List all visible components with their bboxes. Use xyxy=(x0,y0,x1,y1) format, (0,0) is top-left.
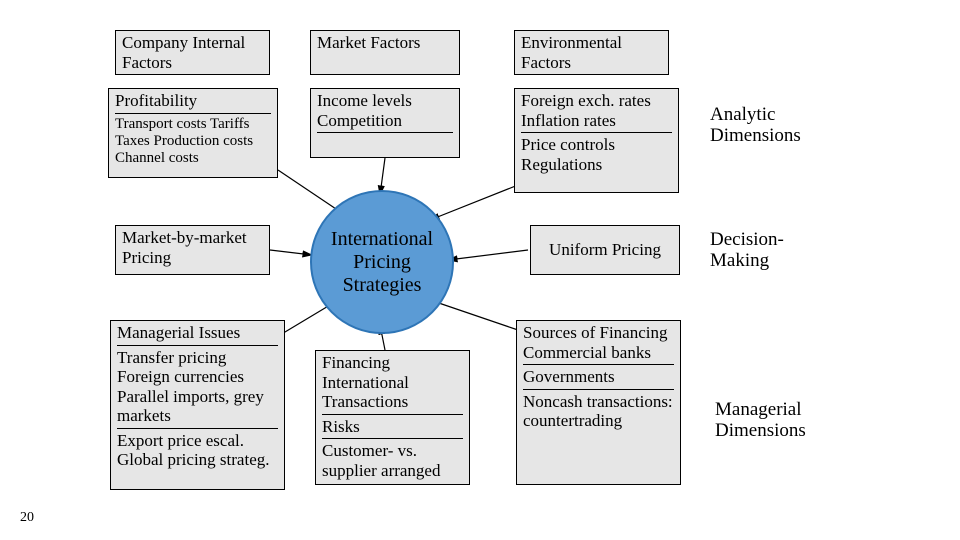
center-node-label: International Pricing Strategies xyxy=(312,228,452,297)
node-managerial-issues: Managerial Issues Transfer pricing Forei… xyxy=(110,320,285,490)
node-title: Market-by-market Pricing xyxy=(122,228,263,267)
node-body: Risks xyxy=(322,417,463,437)
label-analytic-dimensions: Analytic Dimensions xyxy=(710,105,820,147)
node-body: Governments xyxy=(523,367,674,387)
node-income-competition: Income levels Competition xyxy=(310,88,460,158)
node-body: Transport costs Tariffs Taxes Production… xyxy=(115,116,271,168)
node-market-factors: Market Factors xyxy=(310,30,460,75)
node-title: Uniform Pricing xyxy=(549,240,661,260)
node-foreign-exchange: Foreign exch. rates Inflation rates Pric… xyxy=(514,88,679,193)
node-body2: Noncash transactions: countertrading xyxy=(523,392,674,431)
node-body2: Customer- vs. supplier arranged xyxy=(322,441,463,480)
node-title: Income levels Competition xyxy=(317,91,453,130)
node-body: Price controls Regulations xyxy=(521,135,672,174)
node-title: Environmental Factors xyxy=(521,33,662,72)
label-managerial-dimensions: Managerial Dimensions xyxy=(715,400,825,442)
node-body: Transfer pricing Foreign currencies Para… xyxy=(117,348,278,426)
node-title: Financing International Transactions xyxy=(322,353,463,412)
node-title: Company Internal Factors xyxy=(122,33,263,72)
node-title: Market Factors xyxy=(317,33,453,53)
node-title: Managerial Issues xyxy=(117,323,278,343)
page-number: 20 xyxy=(20,510,34,526)
node-market-by-market-pricing: Market-by-market Pricing xyxy=(115,225,270,275)
label-decision-making: Decision- Making xyxy=(710,230,810,272)
node-financing-intl-transactions: Financing International Transactions Ris… xyxy=(315,350,470,485)
node-title: Foreign exch. rates Inflation rates xyxy=(521,91,672,130)
node-sources-of-financing: Sources of Financing Commercial banks Go… xyxy=(516,320,681,485)
node-body2: Export price escal. Global pricing strat… xyxy=(117,431,278,470)
node-title: Sources of Financing Commercial banks xyxy=(523,323,674,362)
node-title: Profitability xyxy=(115,91,271,111)
node-profitability: Profitability Transport costs Tariffs Ta… xyxy=(108,88,278,178)
node-company-internal-factors: Company Internal Factors xyxy=(115,30,270,75)
center-node: International Pricing Strategies xyxy=(310,190,454,334)
node-uniform-pricing: Uniform Pricing xyxy=(530,225,680,275)
node-environmental-factors: Environmental Factors xyxy=(514,30,669,75)
